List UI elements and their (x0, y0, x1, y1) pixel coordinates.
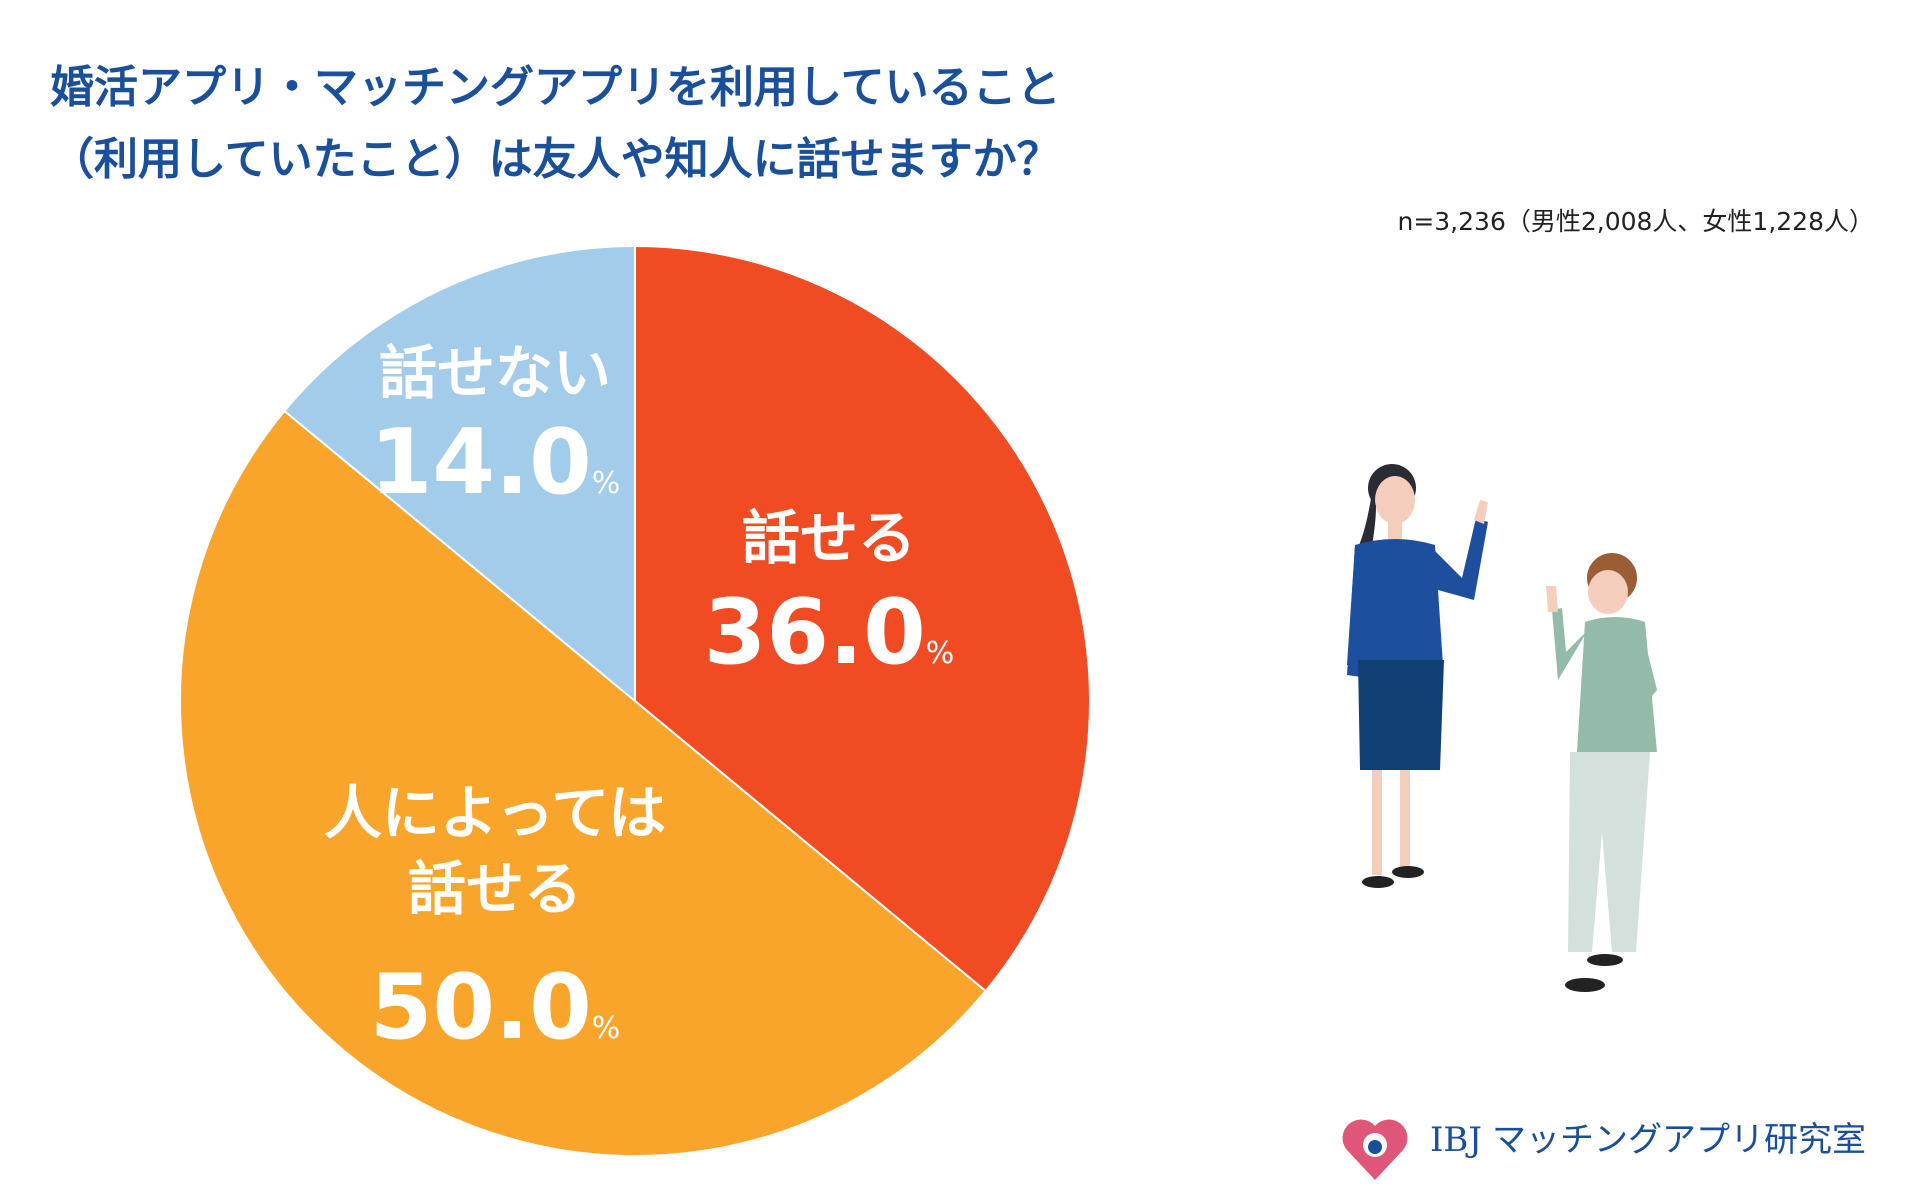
value-label: 14.0% (370, 410, 621, 515)
value-unit: % (591, 466, 621, 501)
chart-title: 婚活アプリ・マッチングアプリを利用していること （利用していたこと）は友人や知人… (50, 62, 1061, 185)
slices (179, 244, 1091, 1157)
logo-brand: IBJ (1430, 1120, 1483, 1160)
logo-icon (1342, 1119, 1408, 1180)
slice-label: 人によっては 話せる (323, 779, 667, 923)
pie-slice (634, 244, 1091, 993)
value-number: 50.0 (369, 955, 592, 1060)
pie-slice (179, 409, 987, 1157)
logo: IBJ マッチングアプリ研究室 (1430, 1112, 1866, 1161)
illustration (1347, 464, 1657, 992)
logo-name: マッチングアプリ研究室 (1492, 1120, 1867, 1160)
value-number: 14.0 (369, 410, 592, 515)
value-unit: % (925, 636, 955, 671)
slice-label: 話せる (741, 504, 917, 572)
value-number: 36.0 (703, 580, 926, 685)
slice-label: 話せない (378, 339, 612, 407)
value-label: 36.0% (704, 580, 955, 685)
value-unit: % (591, 1011, 621, 1046)
value-label: 50.0% (370, 955, 621, 1060)
pie-slice (283, 244, 636, 704)
chart-subtitle: n=3,236（男性2,008人、女性1,228人） (1397, 207, 1874, 236)
